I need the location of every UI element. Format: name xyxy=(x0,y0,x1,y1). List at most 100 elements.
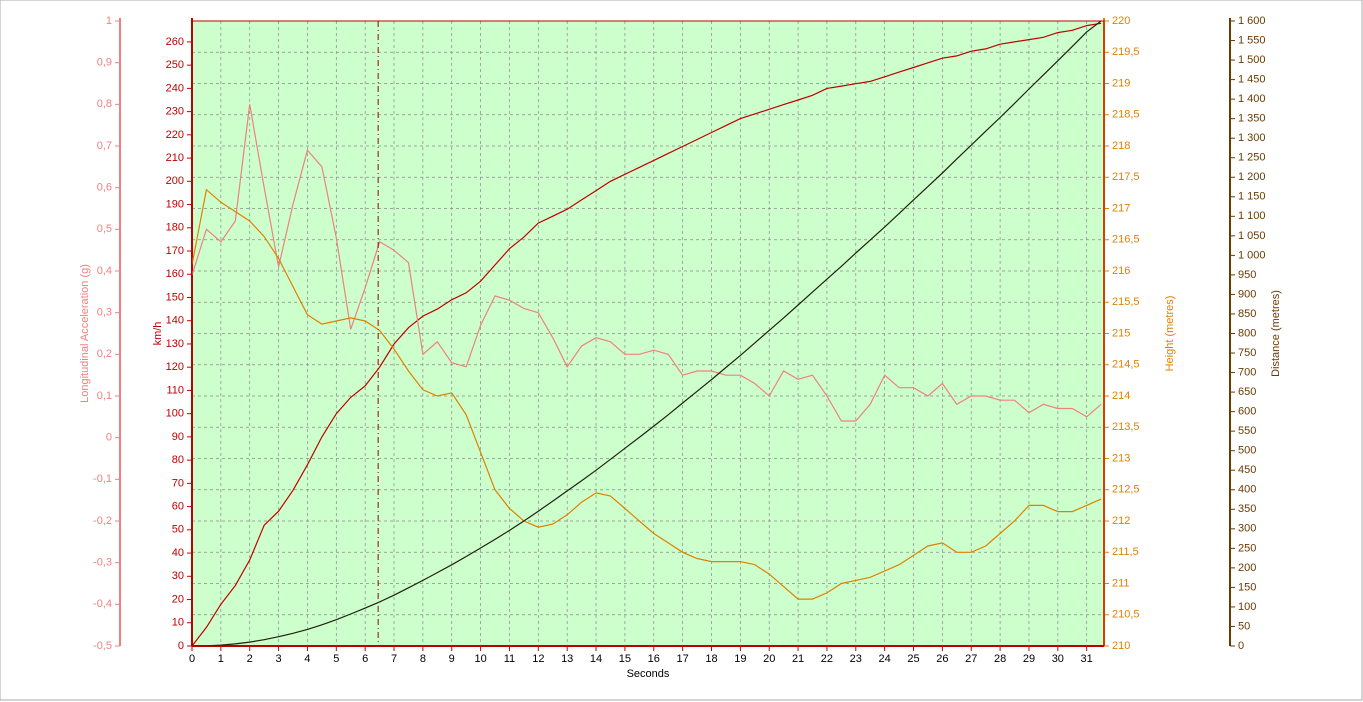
x-tick-label: 3 xyxy=(276,653,282,665)
y-tick-label: 80 xyxy=(172,454,184,466)
y-tick-label: 0 xyxy=(1238,640,1244,652)
y-tick-label: 219,5 xyxy=(1112,46,1140,58)
x-tick-label: 28 xyxy=(994,653,1006,665)
y-tick-label: 350 xyxy=(1238,503,1256,515)
x-tick-label: 22 xyxy=(821,653,833,665)
y-tick-label: 218 xyxy=(1112,140,1130,152)
y-tick-label: 100 xyxy=(166,408,184,420)
y-tick-label: 300 xyxy=(1238,523,1256,535)
y-tick-label: 200 xyxy=(1238,562,1256,574)
x-tick-label: 18 xyxy=(705,653,717,665)
x-tick-label: 24 xyxy=(879,653,891,665)
y-tick-label: 0,5 xyxy=(97,223,112,235)
y-tick-label: 190 xyxy=(166,198,184,210)
y-tick-label: 210,5 xyxy=(1112,609,1140,621)
y-tick-label: 750 xyxy=(1238,347,1256,359)
y-tick-label: 0 xyxy=(178,640,184,652)
y-tick-label: 700 xyxy=(1238,366,1256,378)
y-tick-label: 150 xyxy=(1238,581,1256,593)
y-tick-label: 216,5 xyxy=(1112,234,1140,246)
y-tick-label: 211,5 xyxy=(1112,546,1139,558)
y-tick-label: 217,5 xyxy=(1112,171,1140,183)
y-tick-label: 0,9 xyxy=(97,57,112,69)
y-tick-label: 500 xyxy=(1238,445,1256,457)
x-tick-label: 7 xyxy=(391,653,397,665)
y-tick-label: 211 xyxy=(1112,577,1130,589)
x-tick-label: 12 xyxy=(532,653,544,665)
y-tick-label: 150 xyxy=(166,291,184,303)
y-tick-label: 1 600 xyxy=(1238,15,1266,27)
y-tick-label: 250 xyxy=(166,59,184,71)
x-axis-title: Seconds xyxy=(627,668,670,680)
y-tick-label: 250 xyxy=(1238,542,1256,554)
y-tick-label: 0,4 xyxy=(97,265,112,277)
y-tick-label: 1 100 xyxy=(1238,210,1266,222)
y-tick-label: -0,5 xyxy=(93,640,112,652)
x-tick-label: 19 xyxy=(734,653,746,665)
y-tick-label: 50 xyxy=(1238,620,1250,632)
y-tick-label: 60 xyxy=(172,501,184,513)
y-tick-label: 230 xyxy=(166,106,184,118)
y-tick-label: 1 500 xyxy=(1238,54,1266,66)
y-tick-label: 215 xyxy=(1112,327,1130,339)
y-tick-label: 180 xyxy=(166,222,184,234)
y-tick-label: 160 xyxy=(166,268,184,280)
y-tick-label: 1 250 xyxy=(1238,152,1266,164)
y-tick-label: 50 xyxy=(172,524,184,536)
x-tick-label: 2 xyxy=(247,653,253,665)
x-tick-label: 21 xyxy=(792,653,804,665)
y-tick-label: 1 000 xyxy=(1238,249,1266,261)
x-tick-label: 5 xyxy=(333,653,339,665)
y-tick-label: 800 xyxy=(1238,327,1256,339)
x-tick-label: 26 xyxy=(936,653,948,665)
x-tick-label: 29 xyxy=(1023,653,1035,665)
data-line xyxy=(191,22,1102,647)
x-tick-label: 4 xyxy=(304,653,310,665)
y-tick-label: 1 050 xyxy=(1238,230,1266,242)
y-tick-label: 0,6 xyxy=(97,182,112,194)
y-tick-label: 217 xyxy=(1112,202,1130,214)
x-tick-label: 8 xyxy=(420,653,426,665)
y-tick-label: 220 xyxy=(1112,15,1130,27)
y-axis-title: Height (metres) xyxy=(1164,296,1176,372)
y-tick-label: 210 xyxy=(1112,640,1130,652)
data-line xyxy=(191,104,1102,422)
y-tick-label: 900 xyxy=(1238,288,1256,300)
y-tick-label: 90 xyxy=(172,431,184,443)
y-tick-label: 20 xyxy=(172,593,184,605)
y-tick-label: 218,5 xyxy=(1112,109,1140,121)
y-axis-title: Distance (metres) xyxy=(1270,290,1282,377)
y-tick-label: 0 xyxy=(106,432,112,444)
y-tick-label: 650 xyxy=(1238,386,1256,398)
x-tick-label: 6 xyxy=(362,653,368,665)
y-tick-label: 220 xyxy=(166,129,184,141)
y-tick-label: 0,3 xyxy=(97,307,112,319)
y-tick-label: 0,8 xyxy=(97,98,112,110)
plot-border xyxy=(191,20,1105,647)
x-tick-label: 17 xyxy=(677,653,689,665)
y-tick-label: 260 xyxy=(166,36,184,48)
y-tick-label: 214 xyxy=(1112,390,1130,402)
y-tick-label: 110 xyxy=(166,384,184,396)
x-tick-label: 16 xyxy=(648,653,660,665)
y-tick-label: 212 xyxy=(1112,515,1130,527)
y-tick-label: 212,5 xyxy=(1112,484,1140,496)
y-tick-label: 450 xyxy=(1238,464,1256,476)
y-tick-label: 216 xyxy=(1112,265,1130,277)
x-tick-label: 30 xyxy=(1052,653,1064,665)
y-tick-label: 170 xyxy=(166,245,184,257)
y-tick-label: -0,1 xyxy=(93,473,112,485)
y-tick-label: 1 200 xyxy=(1238,171,1266,183)
y-tick-label: 0,1 xyxy=(97,390,112,402)
y-tick-label: 1 xyxy=(106,15,112,27)
y-tick-label: 30 xyxy=(172,570,184,582)
y-tick-label: 1 150 xyxy=(1238,191,1266,203)
y-tick-label: 219 xyxy=(1112,77,1130,89)
y-tick-label: 1 550 xyxy=(1238,34,1266,46)
data-line xyxy=(191,20,1102,647)
y-tick-label: 40 xyxy=(172,547,184,559)
y-tick-label: 214,5 xyxy=(1112,359,1140,371)
x-tick-label: 23 xyxy=(850,653,862,665)
y-tick-label: 1 400 xyxy=(1238,93,1266,105)
